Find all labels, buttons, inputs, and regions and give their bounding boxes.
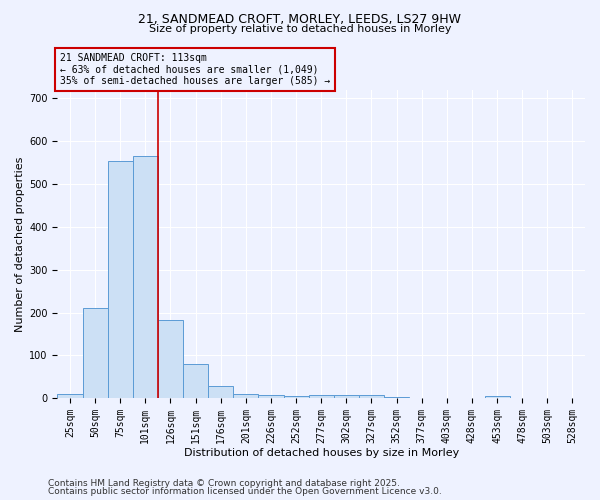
Text: 21, SANDMEAD CROFT, MORLEY, LEEDS, LS27 9HW: 21, SANDMEAD CROFT, MORLEY, LEEDS, LS27 …: [139, 12, 461, 26]
Text: Contains HM Land Registry data © Crown copyright and database right 2025.: Contains HM Land Registry data © Crown c…: [48, 478, 400, 488]
Y-axis label: Number of detached properties: Number of detached properties: [15, 156, 25, 332]
Bar: [485, 396, 509, 398]
Bar: [259, 394, 284, 398]
Bar: [58, 394, 83, 398]
X-axis label: Distribution of detached houses by size in Morley: Distribution of detached houses by size …: [184, 448, 459, 458]
Bar: [308, 396, 334, 398]
Bar: [83, 308, 107, 398]
Bar: [158, 320, 183, 398]
Text: Contains public sector information licensed under the Open Government Licence v3: Contains public sector information licen…: [48, 487, 442, 496]
Bar: [384, 397, 409, 398]
Bar: [284, 396, 308, 398]
Bar: [107, 160, 133, 398]
Text: 21 SANDMEAD CROFT: 113sqm
← 63% of detached houses are smaller (1,049)
35% of se: 21 SANDMEAD CROFT: 113sqm ← 63% of detac…: [60, 54, 330, 86]
Bar: [183, 364, 208, 398]
Bar: [359, 396, 384, 398]
Bar: [208, 386, 233, 398]
Text: Size of property relative to detached houses in Morley: Size of property relative to detached ho…: [149, 24, 451, 34]
Bar: [334, 395, 359, 398]
Bar: [133, 156, 158, 398]
Bar: [233, 394, 259, 398]
